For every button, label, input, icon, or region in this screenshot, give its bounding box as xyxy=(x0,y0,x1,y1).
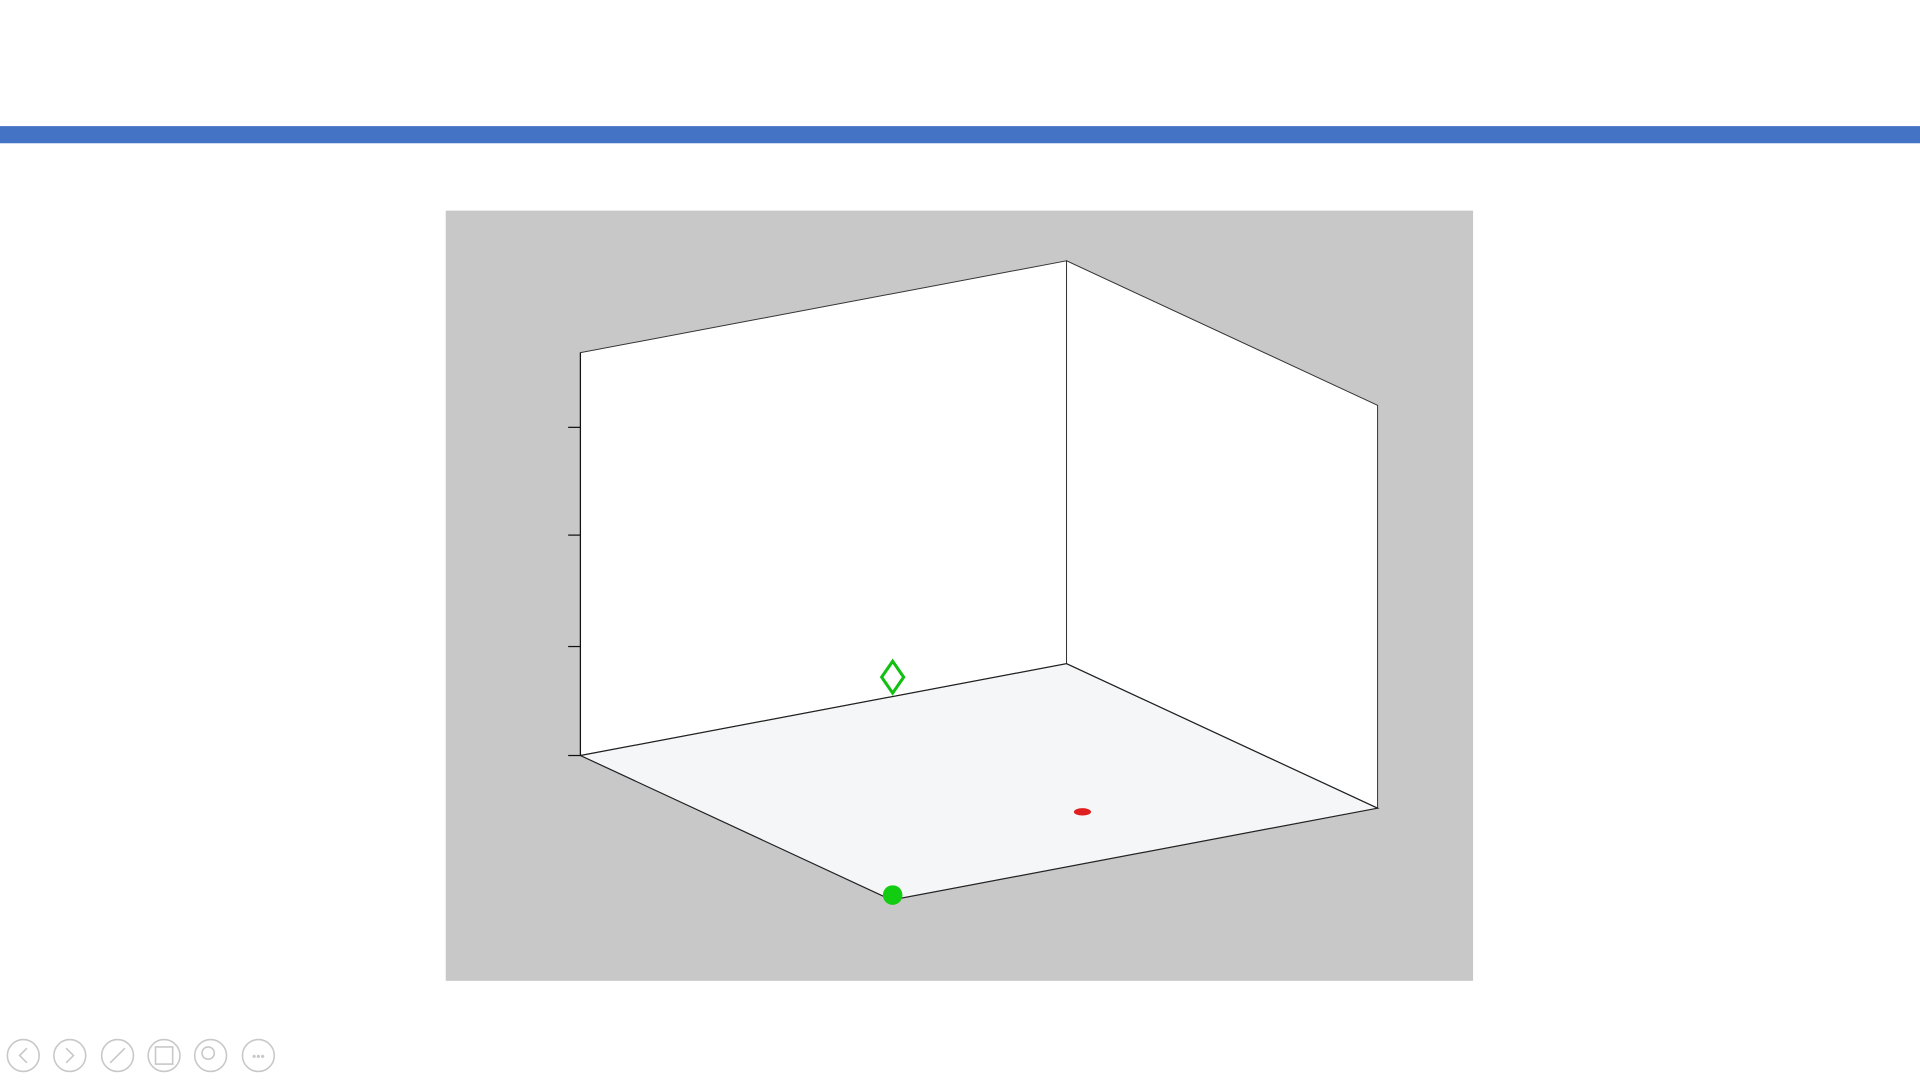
floor xyxy=(578,663,1380,901)
zoom-icon xyxy=(201,1046,216,1060)
pen-button[interactable] xyxy=(100,1038,135,1073)
zoom-button[interactable] xyxy=(193,1038,228,1073)
start-point-marker xyxy=(882,885,903,905)
previous-button[interactable] xyxy=(6,1038,40,1073)
next-button[interactable] xyxy=(53,1038,87,1073)
slides-button[interactable] xyxy=(147,1038,181,1073)
title-bar xyxy=(0,126,1920,144)
final-point-marker xyxy=(879,658,906,696)
more-button[interactable] xyxy=(241,1038,276,1073)
previous-icon xyxy=(18,1047,28,1064)
slideshow-toolbar: ••• xyxy=(6,1038,276,1073)
next-icon xyxy=(65,1047,75,1064)
pen-icon xyxy=(109,1047,126,1064)
slides-icon xyxy=(154,1046,174,1065)
more-icon: ••• xyxy=(252,1049,265,1063)
minimum-marker xyxy=(1073,808,1092,816)
